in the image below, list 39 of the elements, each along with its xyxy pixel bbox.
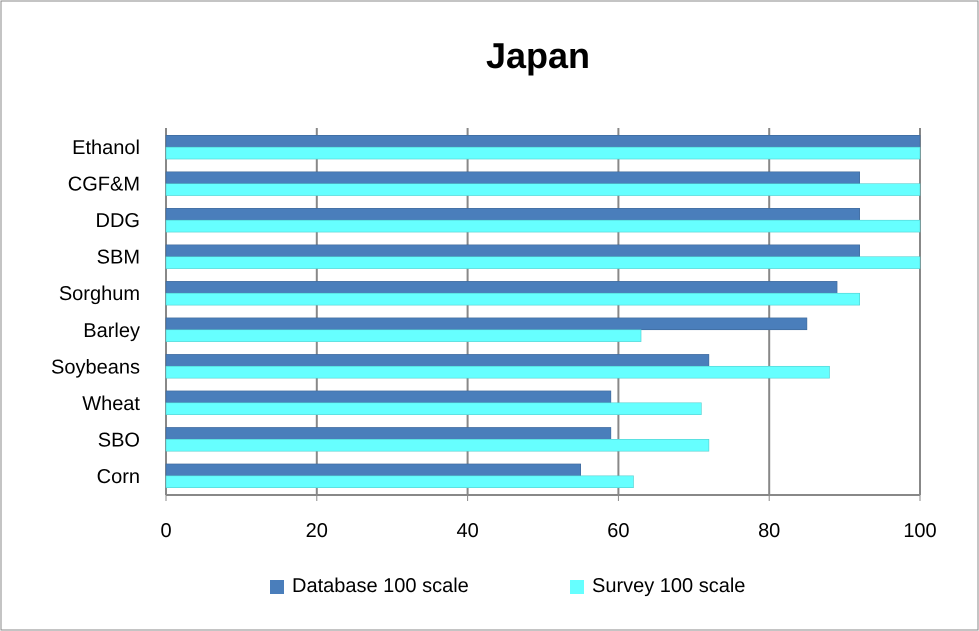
y-tick-label: Soybeans: [51, 356, 140, 378]
y-tick-label: Wheat: [82, 392, 140, 415]
bar: [166, 318, 808, 330]
bar: [166, 281, 838, 294]
y-tick-label: Barley: [83, 320, 140, 342]
bar: [166, 172, 860, 184]
bar: [166, 439, 710, 452]
y-tick-label: DDG: [96, 210, 140, 232]
x-tick-label: 80: [758, 520, 780, 542]
y-tick-label: Corn: [96, 466, 140, 488]
bar: [166, 329, 642, 342]
bar: [166, 146, 920, 160]
bar: [166, 256, 920, 269]
y-tick-label: SBO: [98, 429, 140, 452]
x-tick-label: 60: [607, 520, 630, 542]
y-tick-label: SBM: [96, 246, 140, 269]
y-tick-label: Sorghum: [58, 283, 140, 306]
bar: [166, 220, 920, 232]
legend-label: Survey 100 scale: [592, 575, 746, 597]
bar: [166, 135, 920, 148]
bar: [166, 292, 860, 306]
bar: [166, 476, 634, 488]
bar: [166, 427, 612, 440]
x-tick-label: 100: [903, 520, 937, 542]
legend-label: Database 100 scale: [292, 575, 469, 597]
x-tick-label: 0: [160, 520, 172, 542]
x-tick-label: 20: [306, 520, 328, 542]
bar: [166, 354, 710, 367]
bar: [166, 183, 920, 196]
bar: [166, 390, 612, 404]
bar: [166, 402, 702, 415]
bar: [166, 208, 860, 221]
bar: [166, 464, 581, 476]
bar: [166, 366, 830, 378]
bar: [166, 244, 860, 258]
x-tick-label: 40: [456, 520, 479, 542]
chart-title: Japan: [486, 35, 590, 76]
y-tick-label: Ethanol: [72, 137, 140, 160]
y-tick-label: CGF&M: [68, 174, 140, 196]
